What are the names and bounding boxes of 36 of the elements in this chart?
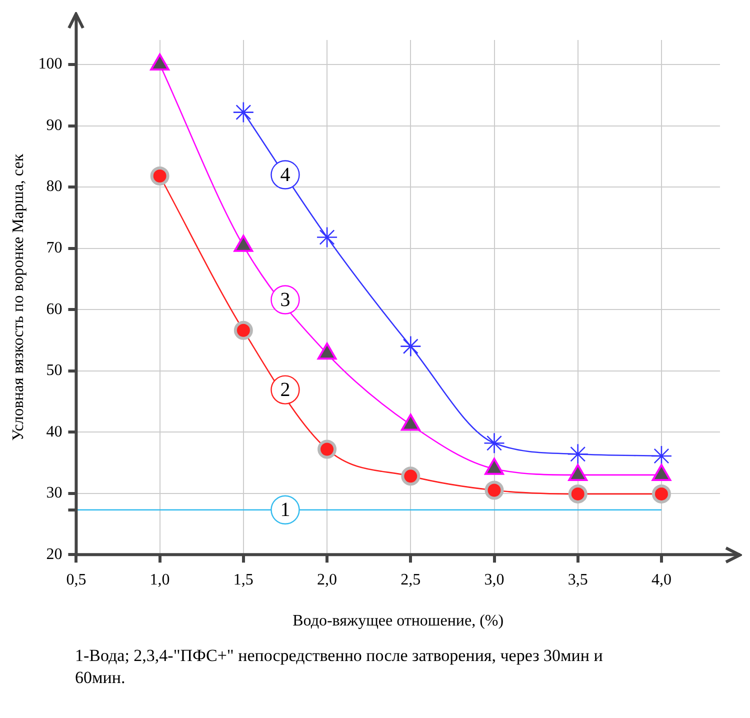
point: [652, 484, 671, 504]
x-tick-label: 3,5: [568, 571, 588, 588]
y-tick-label: 50: [46, 362, 62, 380]
y-tick-label: 80: [46, 178, 62, 196]
x-tick-label: 4,0: [651, 571, 672, 588]
series-label: 1: [280, 499, 290, 522]
x-tick-label: 1,5: [233, 571, 254, 588]
point: [316, 226, 338, 248]
x-tick-label: 2,5: [400, 571, 421, 588]
y-tick-label: 60: [46, 300, 62, 318]
point: [568, 484, 588, 504]
y-axis-title: Условная вязкость по воронке Марша, сек: [10, 154, 27, 441]
x-tick-label: 0,5: [66, 571, 86, 588]
point: [567, 443, 589, 465]
text: 1-Вода; 2,3,4-"ПФС+" непосредственно после затворения, через 30мин и 60мин.: [75, 645, 604, 689]
x-tick-label: 2,0: [317, 571, 338, 588]
point: [484, 432, 505, 454]
y-tick-label: 40: [46, 423, 62, 440]
y-tick-label: 70: [46, 239, 62, 256]
x-axis-title: Водо-вяжущее отношение, (%): [292, 612, 504, 630]
point: [400, 336, 422, 357]
point: [150, 166, 170, 186]
y-tick-label: 20: [46, 546, 62, 563]
point: [401, 466, 420, 486]
point: [318, 440, 337, 459]
y-tick-label: 100: [38, 56, 62, 73]
series-label: 2: [280, 379, 290, 402]
y-tick-label: 90: [46, 116, 62, 134]
y-tick-label: 30: [46, 484, 62, 502]
x-tick-label: 3,0: [484, 571, 504, 588]
x-tick-label: 1,0: [150, 571, 170, 588]
series-label: 4: [280, 164, 290, 186]
point: [234, 320, 253, 340]
point: [232, 102, 254, 123]
series-label: 3: [280, 289, 290, 311]
point: [484, 480, 504, 500]
